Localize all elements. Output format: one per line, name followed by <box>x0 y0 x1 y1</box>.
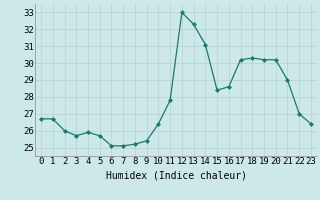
X-axis label: Humidex (Indice chaleur): Humidex (Indice chaleur) <box>106 171 246 181</box>
